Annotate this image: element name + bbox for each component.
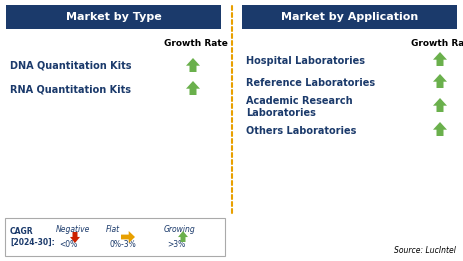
Polygon shape [186, 58, 200, 72]
Polygon shape [186, 81, 200, 95]
Text: Source: LucIntel: Source: LucIntel [394, 246, 456, 255]
Text: Market by Application: Market by Application [281, 12, 418, 22]
Polygon shape [121, 231, 135, 243]
Polygon shape [433, 122, 447, 136]
Text: Others Laboratories: Others Laboratories [246, 126, 357, 136]
Text: Reference Laboratories: Reference Laboratories [246, 78, 375, 88]
Polygon shape [178, 231, 188, 242]
Text: RNA Quantitation Kits: RNA Quantitation Kits [10, 84, 131, 94]
FancyBboxPatch shape [6, 5, 221, 29]
Text: 0%-3%: 0%-3% [109, 240, 136, 250]
Text: Academic Research
Laboratories: Academic Research Laboratories [246, 96, 353, 118]
Text: >3%: >3% [167, 240, 185, 250]
Text: CAGR
[2024-30]:: CAGR [2024-30]: [10, 227, 55, 247]
Text: Hospital Laboratories: Hospital Laboratories [246, 56, 365, 66]
FancyBboxPatch shape [242, 5, 457, 29]
Polygon shape [433, 52, 447, 66]
Text: Market by Type: Market by Type [66, 12, 162, 22]
Polygon shape [70, 232, 80, 243]
Text: Flat: Flat [106, 224, 120, 234]
Text: Negative: Negative [56, 224, 90, 234]
Text: Growth Rate: Growth Rate [411, 39, 463, 48]
Polygon shape [433, 74, 447, 88]
FancyBboxPatch shape [5, 218, 225, 256]
Text: Growth Rate: Growth Rate [164, 39, 228, 48]
Polygon shape [433, 98, 447, 112]
Text: <0%: <0% [59, 240, 77, 250]
Text: Growing: Growing [164, 224, 196, 234]
Text: DNA Quantitation Kits: DNA Quantitation Kits [10, 61, 131, 71]
